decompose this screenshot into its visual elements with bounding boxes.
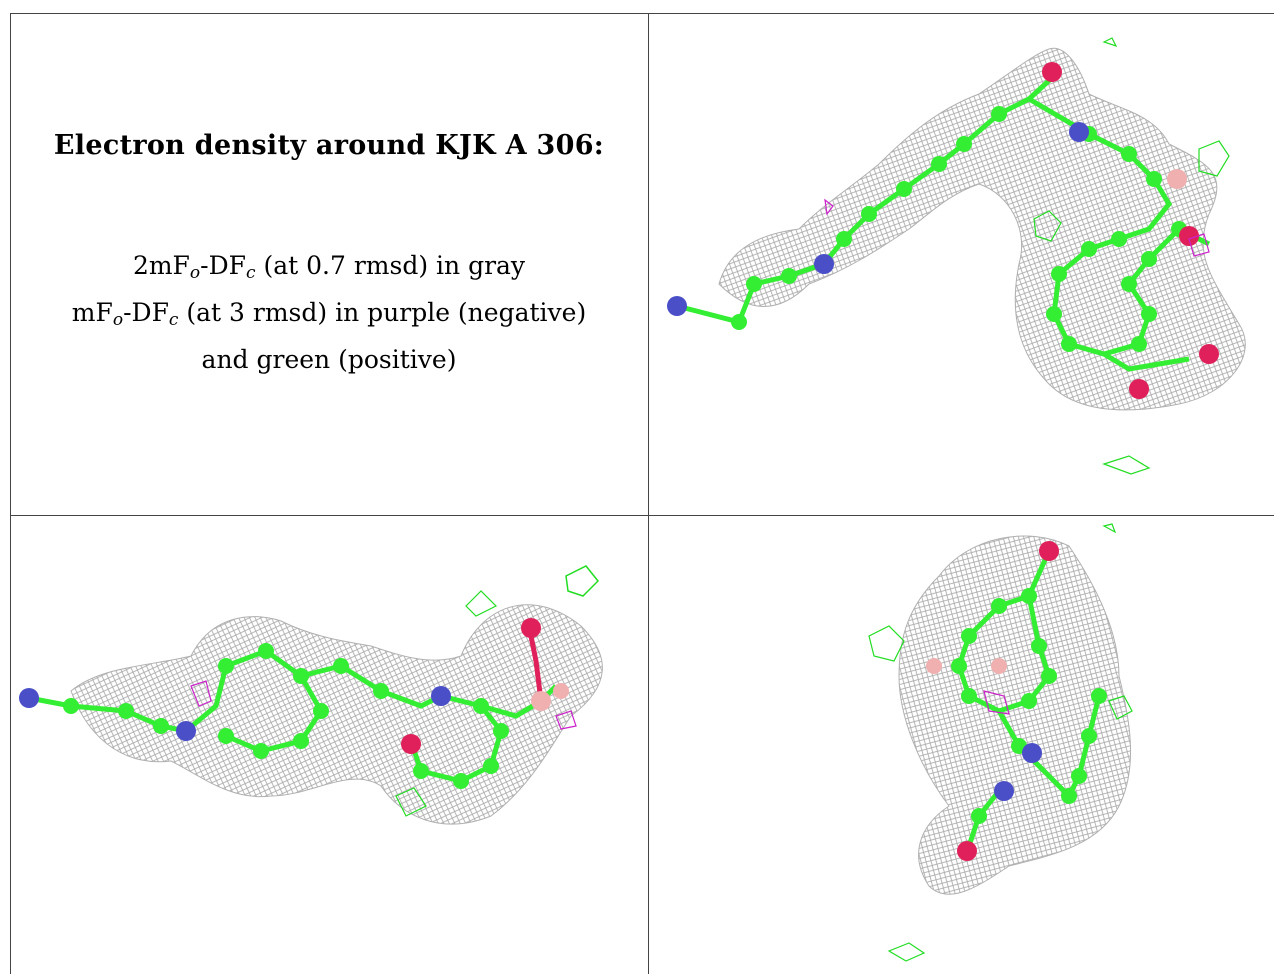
legend-text: 2mFo-DFc (at 0.7 rmsd) in gray mFo-DFc (…	[10, 246, 648, 379]
molecule-view-2	[19, 565, 603, 825]
legend-line-2fo: 2mFo-DFc (at 0.7 rmsd) in gray	[132, 251, 526, 283]
bottom-left-view	[11, 516, 648, 974]
top-right-view	[649, 14, 1274, 515]
grid-top-line	[10, 13, 1274, 14]
bottom-right-view	[649, 516, 1274, 974]
legend-line-fo: mFo-DFc (at 3 rmsd) in purple (negative)	[71, 298, 587, 330]
grid-center-line	[648, 13, 649, 974]
caption-cell: Electron density around KJK A 306: 2mFo-…	[10, 14, 648, 514]
molecule-view-1	[667, 37, 1246, 475]
grid-left-line	[10, 13, 11, 974]
oxygen-atom	[1042, 62, 1062, 82]
nitrogen-atom	[667, 296, 687, 316]
molecule-view-3	[868, 523, 1133, 962]
legend-line-colors: and green (positive)	[201, 345, 457, 374]
grid-middle-line	[10, 515, 1274, 516]
figure-title: Electron density around KJK A 306:	[53, 130, 605, 161]
